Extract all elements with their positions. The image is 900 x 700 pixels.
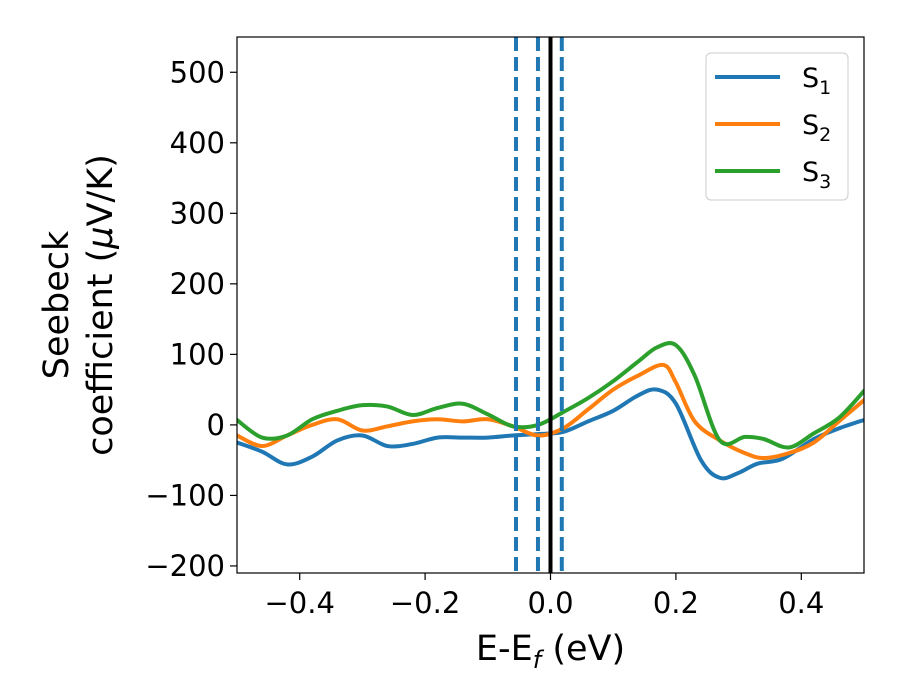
x-tick-label: 0.4 xyxy=(778,586,824,620)
x-axis-title-main: E-E xyxy=(476,629,533,669)
x-axis-title: E-Ef (eV) xyxy=(476,629,625,674)
x-tick-label: −0.4 xyxy=(264,586,334,620)
plot-data-layer xyxy=(237,37,864,573)
y-tick-label: 100 xyxy=(170,337,225,371)
legend-label-main: S xyxy=(802,157,819,188)
x-tick-label: 0.0 xyxy=(527,586,573,620)
y-tick-label: 500 xyxy=(170,55,225,89)
legend-label-s3: S3 xyxy=(802,157,831,193)
y-tick-label: 0 xyxy=(207,408,225,442)
y-axis-title-mu: μ xyxy=(81,226,121,249)
legend-label-sub: 3 xyxy=(819,171,831,193)
legend-label-main: S xyxy=(802,63,819,94)
y-tick-label: −100 xyxy=(145,478,225,512)
legend-label-main: S xyxy=(802,110,819,141)
y-axis-title-unit: V/K) xyxy=(81,154,121,226)
plot-area xyxy=(237,37,864,573)
series-line-s1 xyxy=(237,387,864,481)
legend-box xyxy=(705,52,849,201)
y-axis-title-line2: coefficient (μV/K) xyxy=(81,154,121,456)
legend-label-s2: S2 xyxy=(802,110,831,146)
legend-label-sub: 1 xyxy=(819,77,831,99)
series-line-s3 xyxy=(237,341,864,450)
axes-layer: −0.4 −0.2 0.0 0.2 0.4 −200 −100 0 100 200 300 400 50… xyxy=(37,36,865,674)
x-axis-title-unit: (eV) xyxy=(541,629,625,669)
y-axis-title-text: coefficient ( xyxy=(81,249,121,456)
y-axis-title-line1: Seebeck xyxy=(37,230,77,379)
y-tick-label: −200 xyxy=(145,549,225,583)
y-tick-label: 200 xyxy=(170,267,225,301)
legend-label-s1: S1 xyxy=(802,63,831,99)
legend-label-sub: 2 xyxy=(819,124,831,146)
y-tick-label: 400 xyxy=(170,126,225,160)
x-tick-label: 0.2 xyxy=(653,586,699,620)
y-tick-label: 300 xyxy=(170,196,225,230)
x-tick-label: −0.2 xyxy=(390,586,460,620)
